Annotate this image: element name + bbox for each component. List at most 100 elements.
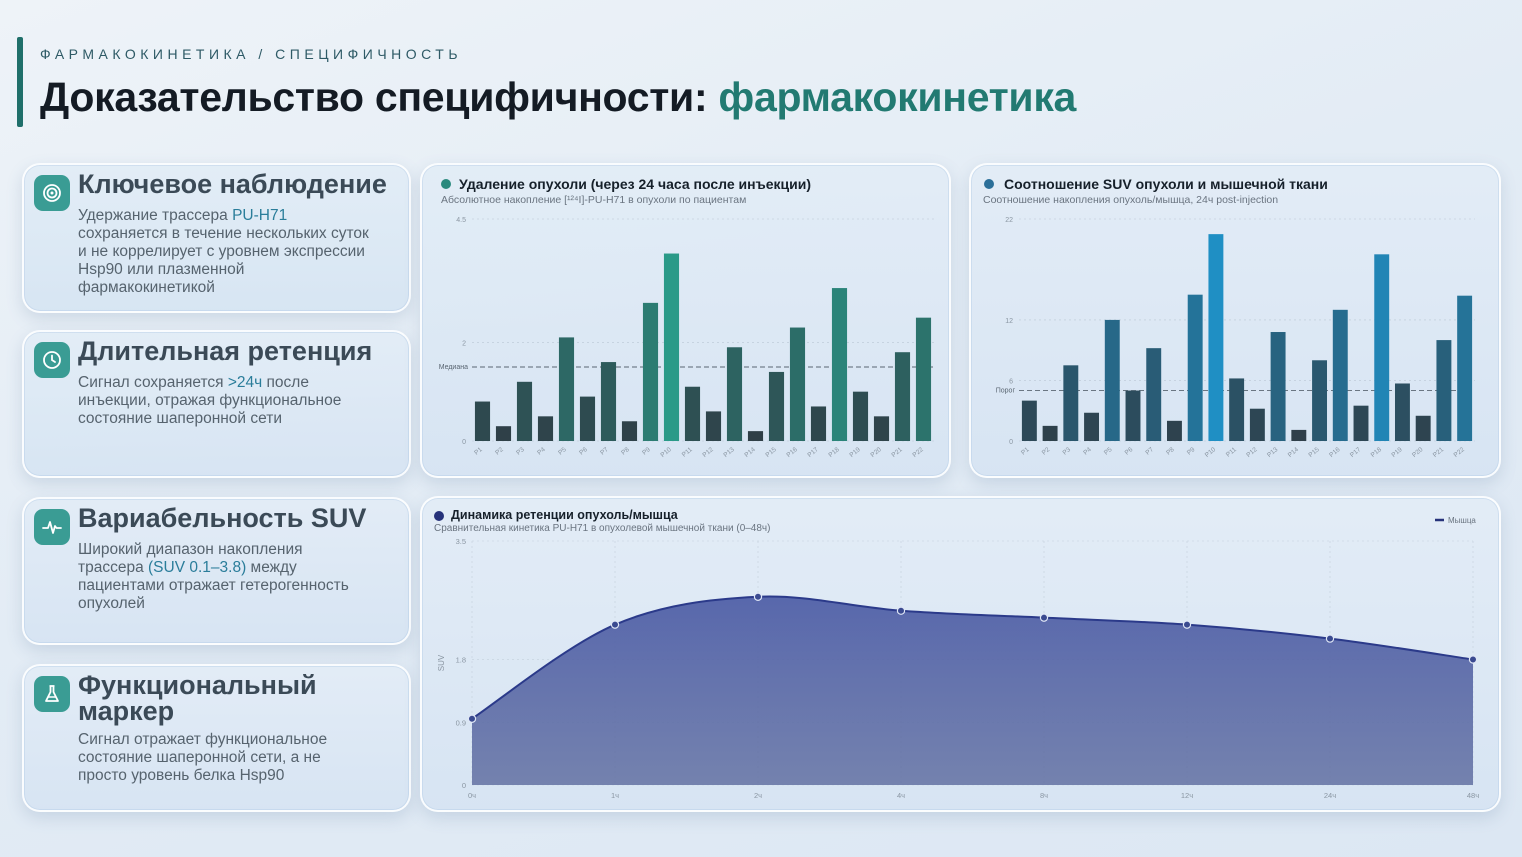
bar	[1291, 429, 1307, 441]
x-tick-label: P12	[701, 446, 715, 459]
bar	[1229, 378, 1245, 441]
bar	[1187, 294, 1203, 441]
bar	[495, 426, 512, 441]
x-tick-label: P17	[806, 446, 820, 459]
x-tick-label: P8	[1165, 446, 1176, 457]
legend-dot	[434, 511, 444, 521]
x-tick-label: P3	[515, 446, 526, 457]
y-tick-label: 22	[1005, 217, 1013, 224]
x-tick-label: P5	[557, 446, 568, 457]
page-title-accent: фармакокинетика	[718, 74, 1077, 120]
chart-subtitle: Соотношение накопления опухоль/мышца, 24…	[983, 194, 1279, 206]
bar	[1374, 254, 1390, 441]
bar	[537, 416, 554, 441]
feature-text: Широкий диапазон накопления трассера (SU…	[78, 541, 349, 612]
reference-line-label: Порог	[996, 388, 1016, 395]
page-title-main: Доказательство специфичности:	[40, 74, 708, 120]
x-tick-label: P4	[1082, 446, 1093, 457]
y-tick-label: 0	[462, 781, 466, 790]
bar	[1270, 332, 1286, 441]
section-kicker: ФАРМАКОКИНЕТИКА / СПЕЦИФИЧНОСТЬ	[40, 46, 463, 62]
bar	[1353, 405, 1369, 441]
area-chart-retention: 0 0.9 1.8 3.5 0ч 1ч 2ч 4ч 8ч 12ч 24ч 48ч SUV Мышца	[437, 516, 1479, 800]
x-tick-label: P2	[494, 446, 505, 457]
bar-chart-tumor-uptake: 0 2 4.5 Медиана P1 P2 P3 P4 P5 P6 P7 P8 P9 P10 P11 P12 P…	[439, 217, 934, 459]
bar	[663, 253, 680, 441]
x-tick-label: P18	[827, 446, 841, 459]
x-tick-label: P19	[1390, 446, 1404, 459]
x-tick-label: P9	[1186, 446, 1197, 457]
bar	[894, 352, 911, 441]
x-tick-label: P13	[722, 446, 736, 459]
bar	[1332, 309, 1348, 441]
bar	[873, 416, 890, 441]
x-tick-label: P20	[1411, 446, 1425, 459]
bar	[1146, 348, 1162, 441]
y-tick-label: 6	[1009, 378, 1013, 385]
target-icon	[34, 175, 70, 211]
bar	[726, 347, 743, 441]
chart-title: Соотношение SUV опухоли и мышечной ткани	[1004, 176, 1328, 192]
bar	[831, 288, 848, 441]
x-tick-label: 48ч	[1467, 791, 1479, 800]
x-tick-label: P13	[1266, 446, 1280, 459]
data-point	[753, 592, 763, 601]
data-point	[1468, 655, 1478, 664]
data-point	[467, 714, 477, 723]
x-tick-label: P3	[1062, 446, 1073, 457]
feature-card-functional-marker: Функциональный маркер Сигнал отражает фу…	[22, 664, 411, 812]
x-tick-label: P10	[659, 446, 673, 459]
chart-card-suv-ratio: Соотношение SUV опухоли и мышечной ткани…	[969, 163, 1501, 478]
area-fill	[472, 596, 1473, 785]
bar	[1436, 340, 1452, 441]
clock-icon	[34, 342, 70, 378]
x-tick-label: P7	[599, 446, 610, 457]
reference-line-label: Медиана	[439, 364, 468, 371]
chart-subtitle: Абсолютное накопление [¹²⁴I]-PU-H71 в оп…	[441, 194, 747, 206]
bar	[1084, 412, 1100, 441]
y-tick-label: 1.8	[456, 656, 466, 665]
y-tick-label: 3.5	[456, 537, 466, 546]
x-tick-label: P21	[890, 446, 904, 459]
x-tick-label: P11	[1225, 446, 1238, 459]
x-tick-label: 0ч	[468, 791, 476, 800]
bar	[1415, 415, 1431, 441]
legend-dot	[984, 179, 994, 189]
feature-card-long-retention: Длительная ретенция Сигнал сохраняется >…	[22, 330, 411, 478]
chart-title: Удаление опухоли (через 24 часа после ин…	[459, 176, 812, 192]
bar	[474, 401, 491, 441]
feature-card-key-observation: Ключевое наблюдение Удержание трассера P…	[22, 163, 411, 313]
chart-card-tumor-uptake: Удаление опухоли (через 24 часа после ин…	[420, 163, 951, 478]
bar	[789, 327, 806, 441]
bar	[1125, 390, 1141, 441]
bar	[915, 317, 932, 441]
x-tick-label: 8ч	[1040, 791, 1048, 800]
bar	[579, 396, 596, 441]
x-tick-label: P22	[1453, 446, 1467, 459]
y-tick-label: 2	[462, 340, 466, 347]
data-point	[610, 620, 620, 629]
bar	[768, 371, 785, 441]
bar	[1042, 425, 1058, 441]
x-tick-label: 24ч	[1324, 791, 1336, 800]
bar	[642, 302, 659, 441]
y-tick-label: 0	[462, 439, 466, 446]
page-title: Доказательство специфичности: фармакокин…	[40, 74, 1076, 121]
feature-card-suv-variability: Вариабельность SUV Широкий диапазон нако…	[22, 497, 411, 645]
feature-text: Сигнал сохраняется >24ч после инъекции, …	[78, 374, 342, 427]
x-tick-label: P12	[1245, 446, 1259, 459]
bar	[516, 381, 533, 441]
bar	[1063, 365, 1079, 441]
x-tick-label: P19	[848, 446, 862, 459]
y-tick-label: 12	[1005, 318, 1013, 325]
bar	[810, 406, 827, 441]
x-tick-label: P7	[1144, 446, 1155, 457]
feature-title: Функциональный маркер	[78, 670, 317, 726]
chart-subtitle: Сравнительная кинетика PU-H71 в опухолев…	[434, 523, 771, 534]
data-point	[1039, 613, 1049, 622]
bar	[621, 421, 638, 441]
legend-dot	[441, 179, 451, 189]
x-tick-label: P16	[785, 446, 799, 459]
flask-icon	[34, 676, 70, 712]
bar	[558, 337, 575, 441]
